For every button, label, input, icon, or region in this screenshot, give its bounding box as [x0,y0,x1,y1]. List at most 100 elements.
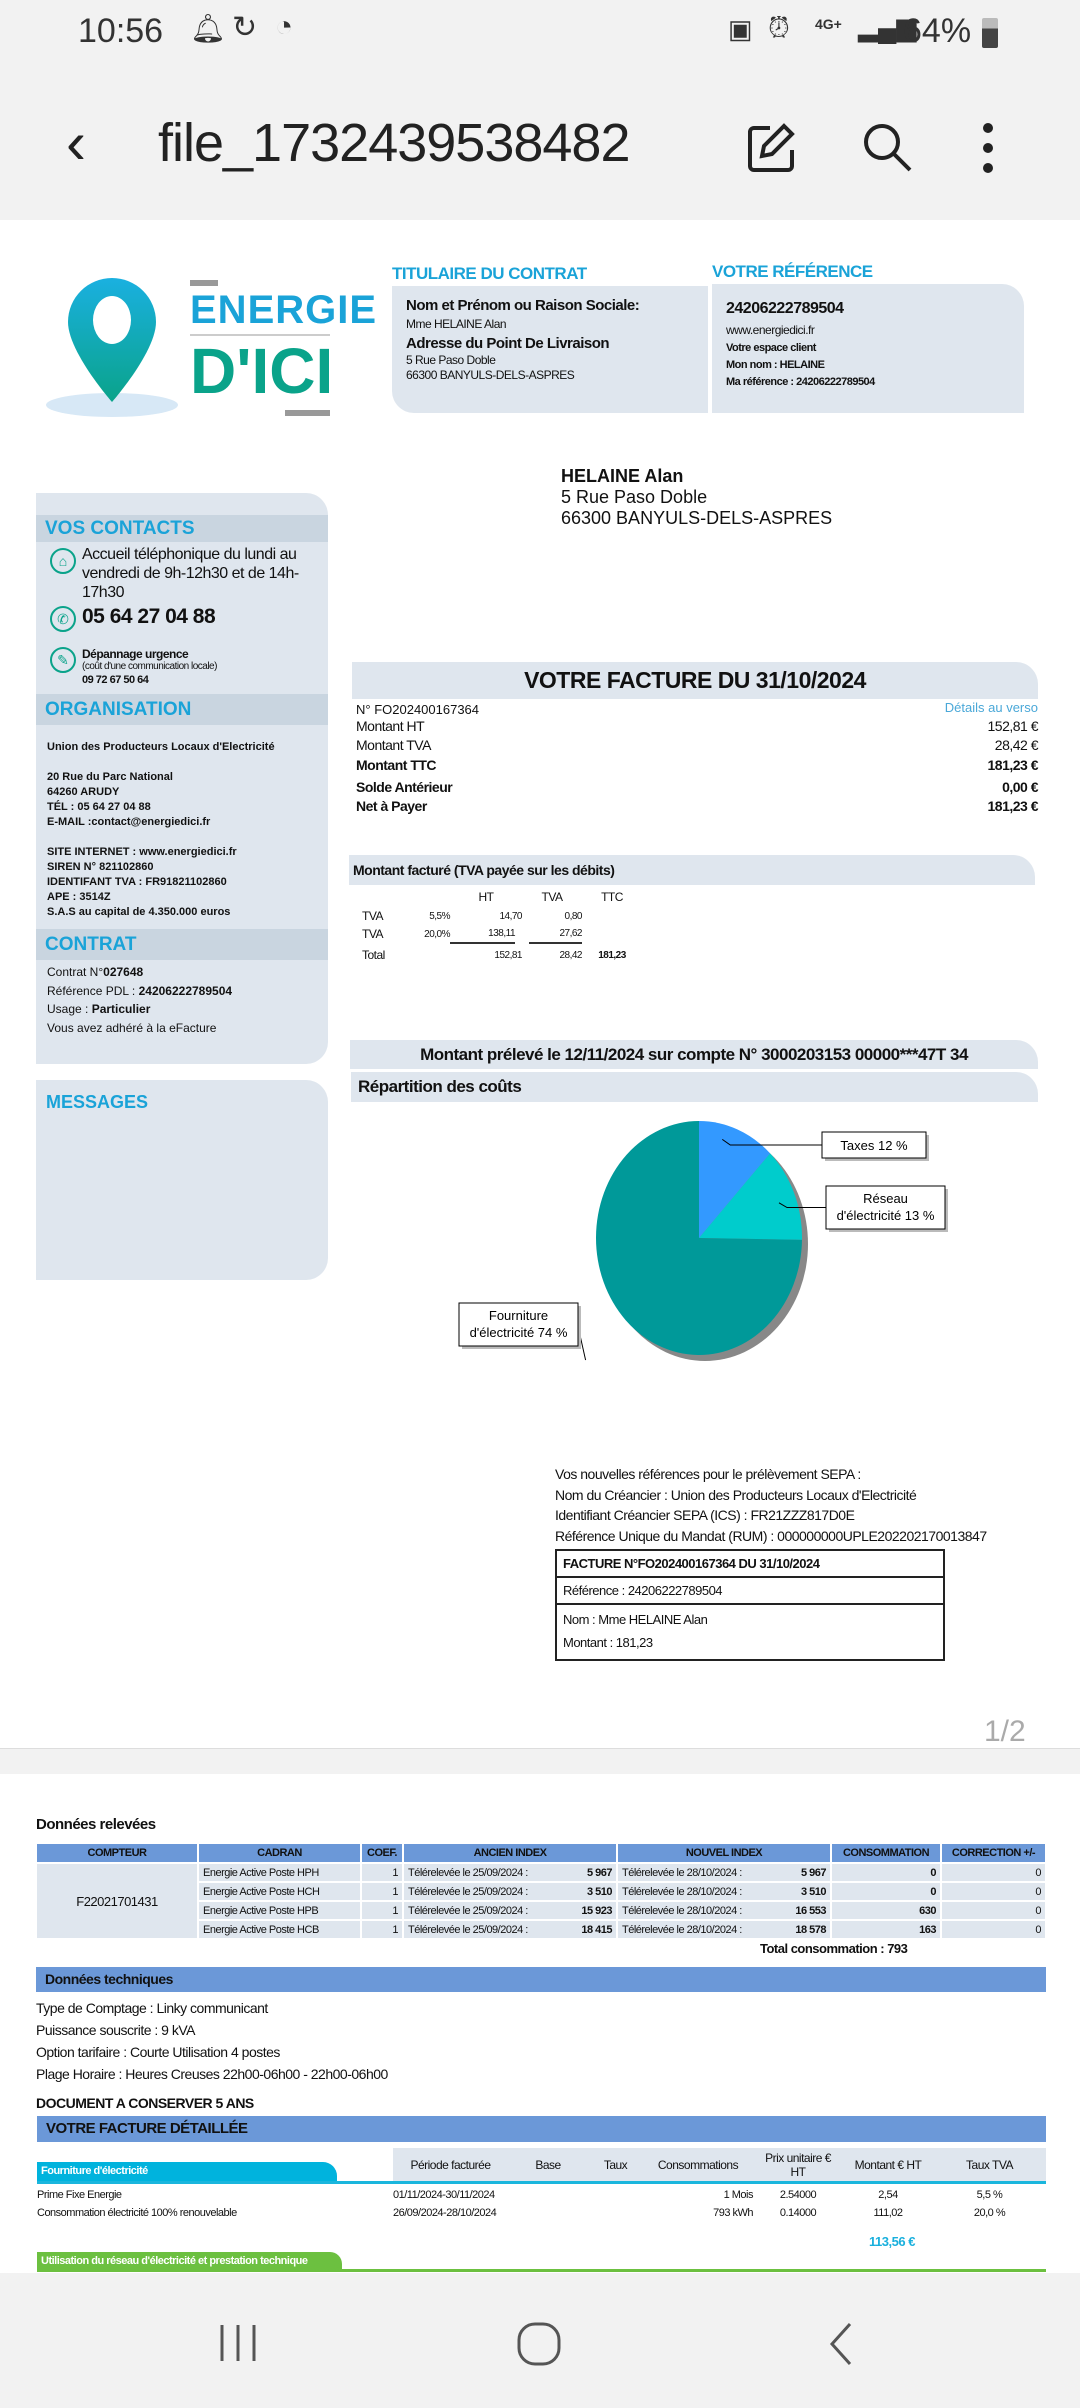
home-button[interactable] [516,2321,562,2367]
ancien-label: Télérelevée le 25/09/2024 : [402,1881,567,1902]
titulaire-box: Nom et Prénom ou Raison Sociale: Mme HEL… [392,286,708,413]
pie-label: d'électricité 74 % [470,1325,568,1340]
col-header: CORRECTION +/- [940,1842,1047,1864]
reference-label: VOTRE RÉFÉRENCE [712,262,873,281]
phone-icon: ✆ [50,606,76,632]
logo-bar [285,410,330,416]
correction: 0 [940,1862,1047,1883]
releves-table: COMPTEUR CADRAN COEF. ANCIEN INDEX NOUVE… [35,1842,1047,1940]
mon-nom: Mon nom : HELAINE [726,359,825,371]
search-icon[interactable] [860,120,916,176]
logo-text-energie: ENERGIE [190,288,378,332]
signal-icon: ▂▄▆ [858,12,917,42]
battery-icon [982,18,998,48]
titulaire-label: TITULAIRE DU CONTRAT [392,264,587,283]
location-pin-icon [46,278,178,417]
back-nav-button[interactable] [826,2321,856,2367]
coef: 1 [360,1862,404,1883]
messages-title: MESSAGES [46,1092,149,1112]
recipient-address: HELAINE Alan 5 Rue Paso Doble 66300 BANY… [561,466,832,529]
ancien-index: 18 415 [566,1919,618,1940]
detail-cell: 793 kWh [713,2207,753,2219]
detail-cell: 2,54 [878,2189,898,2201]
back-button[interactable]: ‹ [66,109,86,176]
prelevement-banner: Montant prélevé le 12/11/2024 sur compte… [350,1040,1038,1069]
detail-cell: 20,0 % [973,2207,1006,2219]
nouvel-index: 18 578 [780,1919,833,1940]
ancien-index: 15 923 [566,1900,618,1921]
org-line: 64260 ARUDY [47,786,120,798]
amount-row: Montant TTC 181,23 € [356,757,1038,773]
ancien-index: 5 967 [566,1862,618,1883]
detail-col-header: Période facturée [410,2157,491,2172]
detail-cell: 1 Mois [723,2189,754,2201]
reference-box: 24206222789504 www.energiedici.fr Votre … [712,284,1024,413]
contacts-title: VOS CONTACTS [36,515,328,542]
col-header: TTC [601,890,623,904]
app-bar: ‹ file_1732439538482 [0,70,1080,220]
org-line: IDENTIFANT TVA : FR91821102860 [47,876,227,888]
releve-row: Energie Active Poste HPB 1 Télérelevée l… [36,1900,1047,1921]
navigation-bar [0,2273,1080,2408]
org-line: SIREN N° 821102860 [47,861,154,873]
recent-apps-button[interactable] [216,2323,260,2363]
org-line: S.A.S au capital de 4.350.000 euros [47,906,231,918]
website-link[interactable]: www.energiedici.fr [726,323,815,337]
more-options-icon[interactable] [976,120,1000,176]
tva-total-row: Total 152,81 28,42 181,23 [362,948,626,962]
consommation: 163 [830,1919,942,1940]
section-reseau-line [37,2269,1046,2272]
consommation: 0 [830,1862,942,1883]
amount-row: Montant TVA 28,42 € [356,737,1039,753]
ancien-label: Télérelevée le 25/09/2024 : [402,1919,567,1940]
invoice-number: N° FO202400167364 [356,702,480,717]
sync-icon: ↻ [232,11,258,44]
org-line: SITE INTERNET : www.energiedici.fr [47,846,237,858]
col-header: HT [478,890,495,904]
espace-client: Votre espace client [726,342,816,354]
consommation: 630 [830,1900,942,1921]
org-line: TÉL : 05 64 27 04 88 [47,801,151,813]
pie-label: Taxes 12 % [840,1138,908,1153]
detail-cell: 01/11/2024-30/11/2024 [393,2189,495,2201]
detail-col-header: Taux TVA [966,2157,1013,2172]
depannage-phone[interactable]: 09 72 67 50 64 [82,674,149,686]
pie-label: Fourniture [489,1308,548,1323]
org-line: E-MAIL :contact@energiedici.fr [47,816,211,828]
contrat-usage: Usage : Particulier [47,1002,151,1016]
nouvel-index: 5 967 [780,1862,833,1883]
contact-phone[interactable]: 05 64 27 04 88 [82,605,216,628]
sepa-info: Vos nouvelles références pour le prélève… [555,1464,987,1546]
releve-row: Energie Active Poste HCB 1 Télérelevée l… [36,1919,1047,1940]
coef: 1 [360,1919,404,1940]
pie-label: Réseau [863,1191,908,1206]
edit-icon[interactable] [744,120,800,176]
conserver-note: DOCUMENT A CONSERVER 5 ANS [36,2095,254,2111]
nouvel-label: Télérelevée le 28/10/2024 : [615,1900,781,1921]
contrat-number: Contrat N°027648 [47,965,144,979]
montant-facture-title: Montant facturé (TVA payée sur les débit… [349,855,1035,885]
recipient-address1: 5 Rue Paso Doble [561,487,708,507]
page-separator [0,1748,1080,1774]
detail-cell: 0.14000 [779,2207,817,2219]
tech-line: Plage Horaire : Heures Creuses 22h00-06h… [36,2066,388,2082]
details-link[interactable]: Détails au verso [944,700,1038,715]
alarm-icon: ⏰︎ [768,12,790,43]
status-time: 10:56 [78,12,164,50]
sepa-box-amount: Montant : 181,23 [563,1635,653,1650]
depannage-note: (coût d'une communication locale) [82,661,217,672]
contrat-pdl: Référence PDL : 24206222789504 [47,983,233,998]
detail-col-header: Prix unitaire € HT [765,2150,831,2179]
ma-reference: Ma référence : 24206222789504 [726,376,875,388]
nouvel-index: 16 553 [780,1900,833,1921]
chart-title: Répartition des coûts [351,1072,1038,1102]
ancien-label: Télérelevée le 25/09/2024 : [402,1900,567,1921]
wrench-icon: ✎ [50,647,76,673]
coef: 1 [360,1881,404,1902]
coef: 1 [360,1900,404,1921]
col-header: COMPTEUR [35,1842,199,1864]
name-label: Nom et Prénom ou Raison Sociale: [406,297,640,314]
facture-amounts: Montant HT 152,81 € Montant TVA 28,42 € Mo… [356,718,1039,817]
page-indicator: 1/2 [984,1715,1026,1748]
amount-row: Solde Antérieur 0,00 € [356,779,1038,795]
